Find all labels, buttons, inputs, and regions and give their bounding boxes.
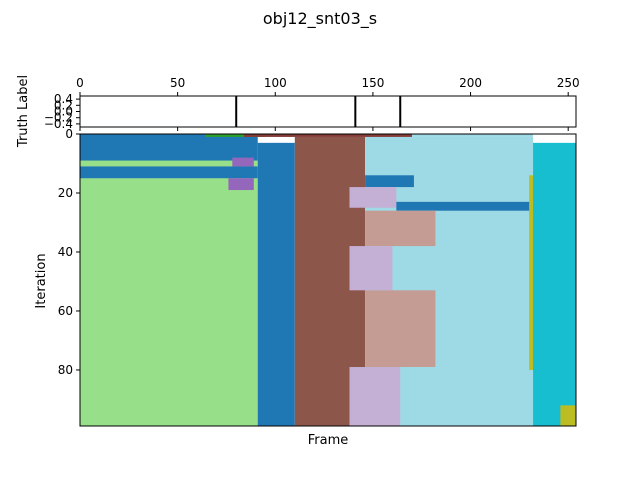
y-axis-label: Iteration <box>34 253 49 308</box>
heatmap-segment-lavender-14 <box>349 367 401 426</box>
truth-y-tick-label-0: −0.4 <box>44 117 73 131</box>
heatmap-segment-lavender-12 <box>349 246 393 291</box>
heatmap-segment-blue-8 <box>365 175 414 188</box>
truth-x-tick-label-4: 200 <box>459 76 482 90</box>
heatmap-axes-frame <box>79 133 577 427</box>
heatmap-cells <box>80 134 576 426</box>
heatmap-segment-rose-13 <box>365 290 436 368</box>
chart-title: obj12_snt03_s <box>263 9 377 29</box>
iteration-y-tick-label-1: 20 <box>58 186 73 200</box>
heatmap-segment-lavender-9 <box>349 187 397 208</box>
iteration-heatmap-axes: 0 20 40 60 80 Frame Iteration <box>34 127 577 448</box>
heatmap-segment-blue-3 <box>80 166 258 179</box>
truth-axes-frame <box>79 95 577 128</box>
heatmap-segment-red-brown-19 <box>244 134 412 137</box>
iteration-y-tick-label-3: 60 <box>58 304 73 318</box>
truth-x-tick-label-2: 100 <box>264 76 287 90</box>
heatmap-segment-olive-17 <box>560 405 576 426</box>
heatmap-segment-blue-5 <box>257 142 295 426</box>
truth-y-tick-label-4: 0.4 <box>54 92 73 106</box>
truth-x-tick-label-1: 50 <box>170 76 185 90</box>
iteration-y-ticks: 0 20 40 60 80 <box>58 127 80 377</box>
heatmap-segment-green-18 <box>204 134 266 137</box>
heatmap-segment-blue-10 <box>396 201 576 211</box>
iteration-y-tick-label-4: 80 <box>58 363 73 377</box>
truth-y-tick-label-1: −0.2 <box>44 111 73 125</box>
iteration-y-tick-label-0: 0 <box>65 127 73 141</box>
truth-boundaries <box>235 96 402 127</box>
heatmap-segment-light-green-0 <box>80 134 258 426</box>
truth-x-tick-label-3: 150 <box>361 76 384 90</box>
heatmap-segment-cyan-16 <box>533 142 576 426</box>
heatmap-segment-blue-1 <box>80 134 258 161</box>
heatmap-segment-light-cyan-20 <box>411 134 534 137</box>
truth-y-axis-label: Truth Label <box>16 75 31 148</box>
heatmap-segment-purple-4 <box>228 178 254 191</box>
truth-y-ticks: −0.4−0.20.00.20.4 <box>44 92 80 131</box>
x-axis-label: Frame <box>308 433 349 448</box>
truth-y-tick-label-3: 0.2 <box>54 98 73 112</box>
iteration-y-tick-label-2: 40 <box>58 245 73 259</box>
heatmap-segment-rose-11 <box>365 210 436 247</box>
truth-label-axes: 0 50 100 150 200 250 −0.4−0.20.00.20.4 Truth … <box>16 75 580 148</box>
truth-x-tick-label-0: 0 <box>76 76 84 90</box>
truth-x-ticks: 0 50 100 150 200 250 <box>76 76 580 131</box>
heatmap-segment-purple-2 <box>232 157 254 167</box>
truth-y-tick-label-2: 0.0 <box>54 105 73 119</box>
truth-x-tick-label-5: 250 <box>557 76 580 90</box>
